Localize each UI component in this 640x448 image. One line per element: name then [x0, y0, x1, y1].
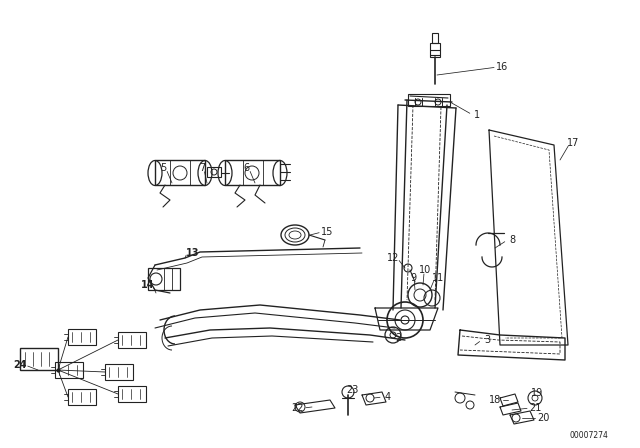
Bar	[105, 364, 133, 380]
Text: 7: 7	[199, 163, 205, 173]
Text: 8: 8	[509, 235, 515, 245]
Text: 23: 23	[346, 385, 358, 395]
Text: 11: 11	[432, 273, 444, 283]
Text: 22: 22	[292, 403, 304, 413]
Bar	[225, 160, 280, 185]
Text: 24: 24	[13, 360, 27, 370]
Text: 1: 1	[474, 110, 480, 120]
Text: 12: 12	[387, 253, 399, 263]
Bar	[118, 386, 146, 402]
Bar	[408, 94, 450, 106]
Text: 00007274: 00007274	[570, 431, 609, 439]
Text: 20: 20	[537, 413, 549, 423]
Bar	[20, 348, 58, 370]
Bar	[207, 167, 221, 177]
Bar	[68, 389, 96, 405]
Text: 17: 17	[567, 138, 579, 148]
Bar	[118, 332, 146, 348]
Text: 10: 10	[419, 265, 431, 275]
Text: 4: 4	[385, 392, 391, 402]
Text: 3: 3	[484, 335, 490, 345]
Text: 2: 2	[395, 333, 401, 343]
Text: 18: 18	[489, 395, 501, 405]
Text: 16: 16	[496, 62, 508, 72]
Bar	[68, 329, 96, 345]
Bar	[55, 362, 83, 378]
Bar	[430, 43, 440, 57]
Text: 19: 19	[531, 388, 543, 398]
Bar	[148, 268, 180, 290]
Bar	[432, 33, 438, 43]
Text: 15: 15	[321, 227, 333, 237]
Text: 6: 6	[243, 163, 249, 173]
Text: 14: 14	[141, 280, 155, 290]
Text: 9: 9	[410, 273, 416, 283]
Text: 5: 5	[160, 163, 166, 173]
Text: 21: 21	[529, 403, 541, 413]
Bar	[155, 160, 205, 185]
Text: 13: 13	[186, 248, 200, 258]
